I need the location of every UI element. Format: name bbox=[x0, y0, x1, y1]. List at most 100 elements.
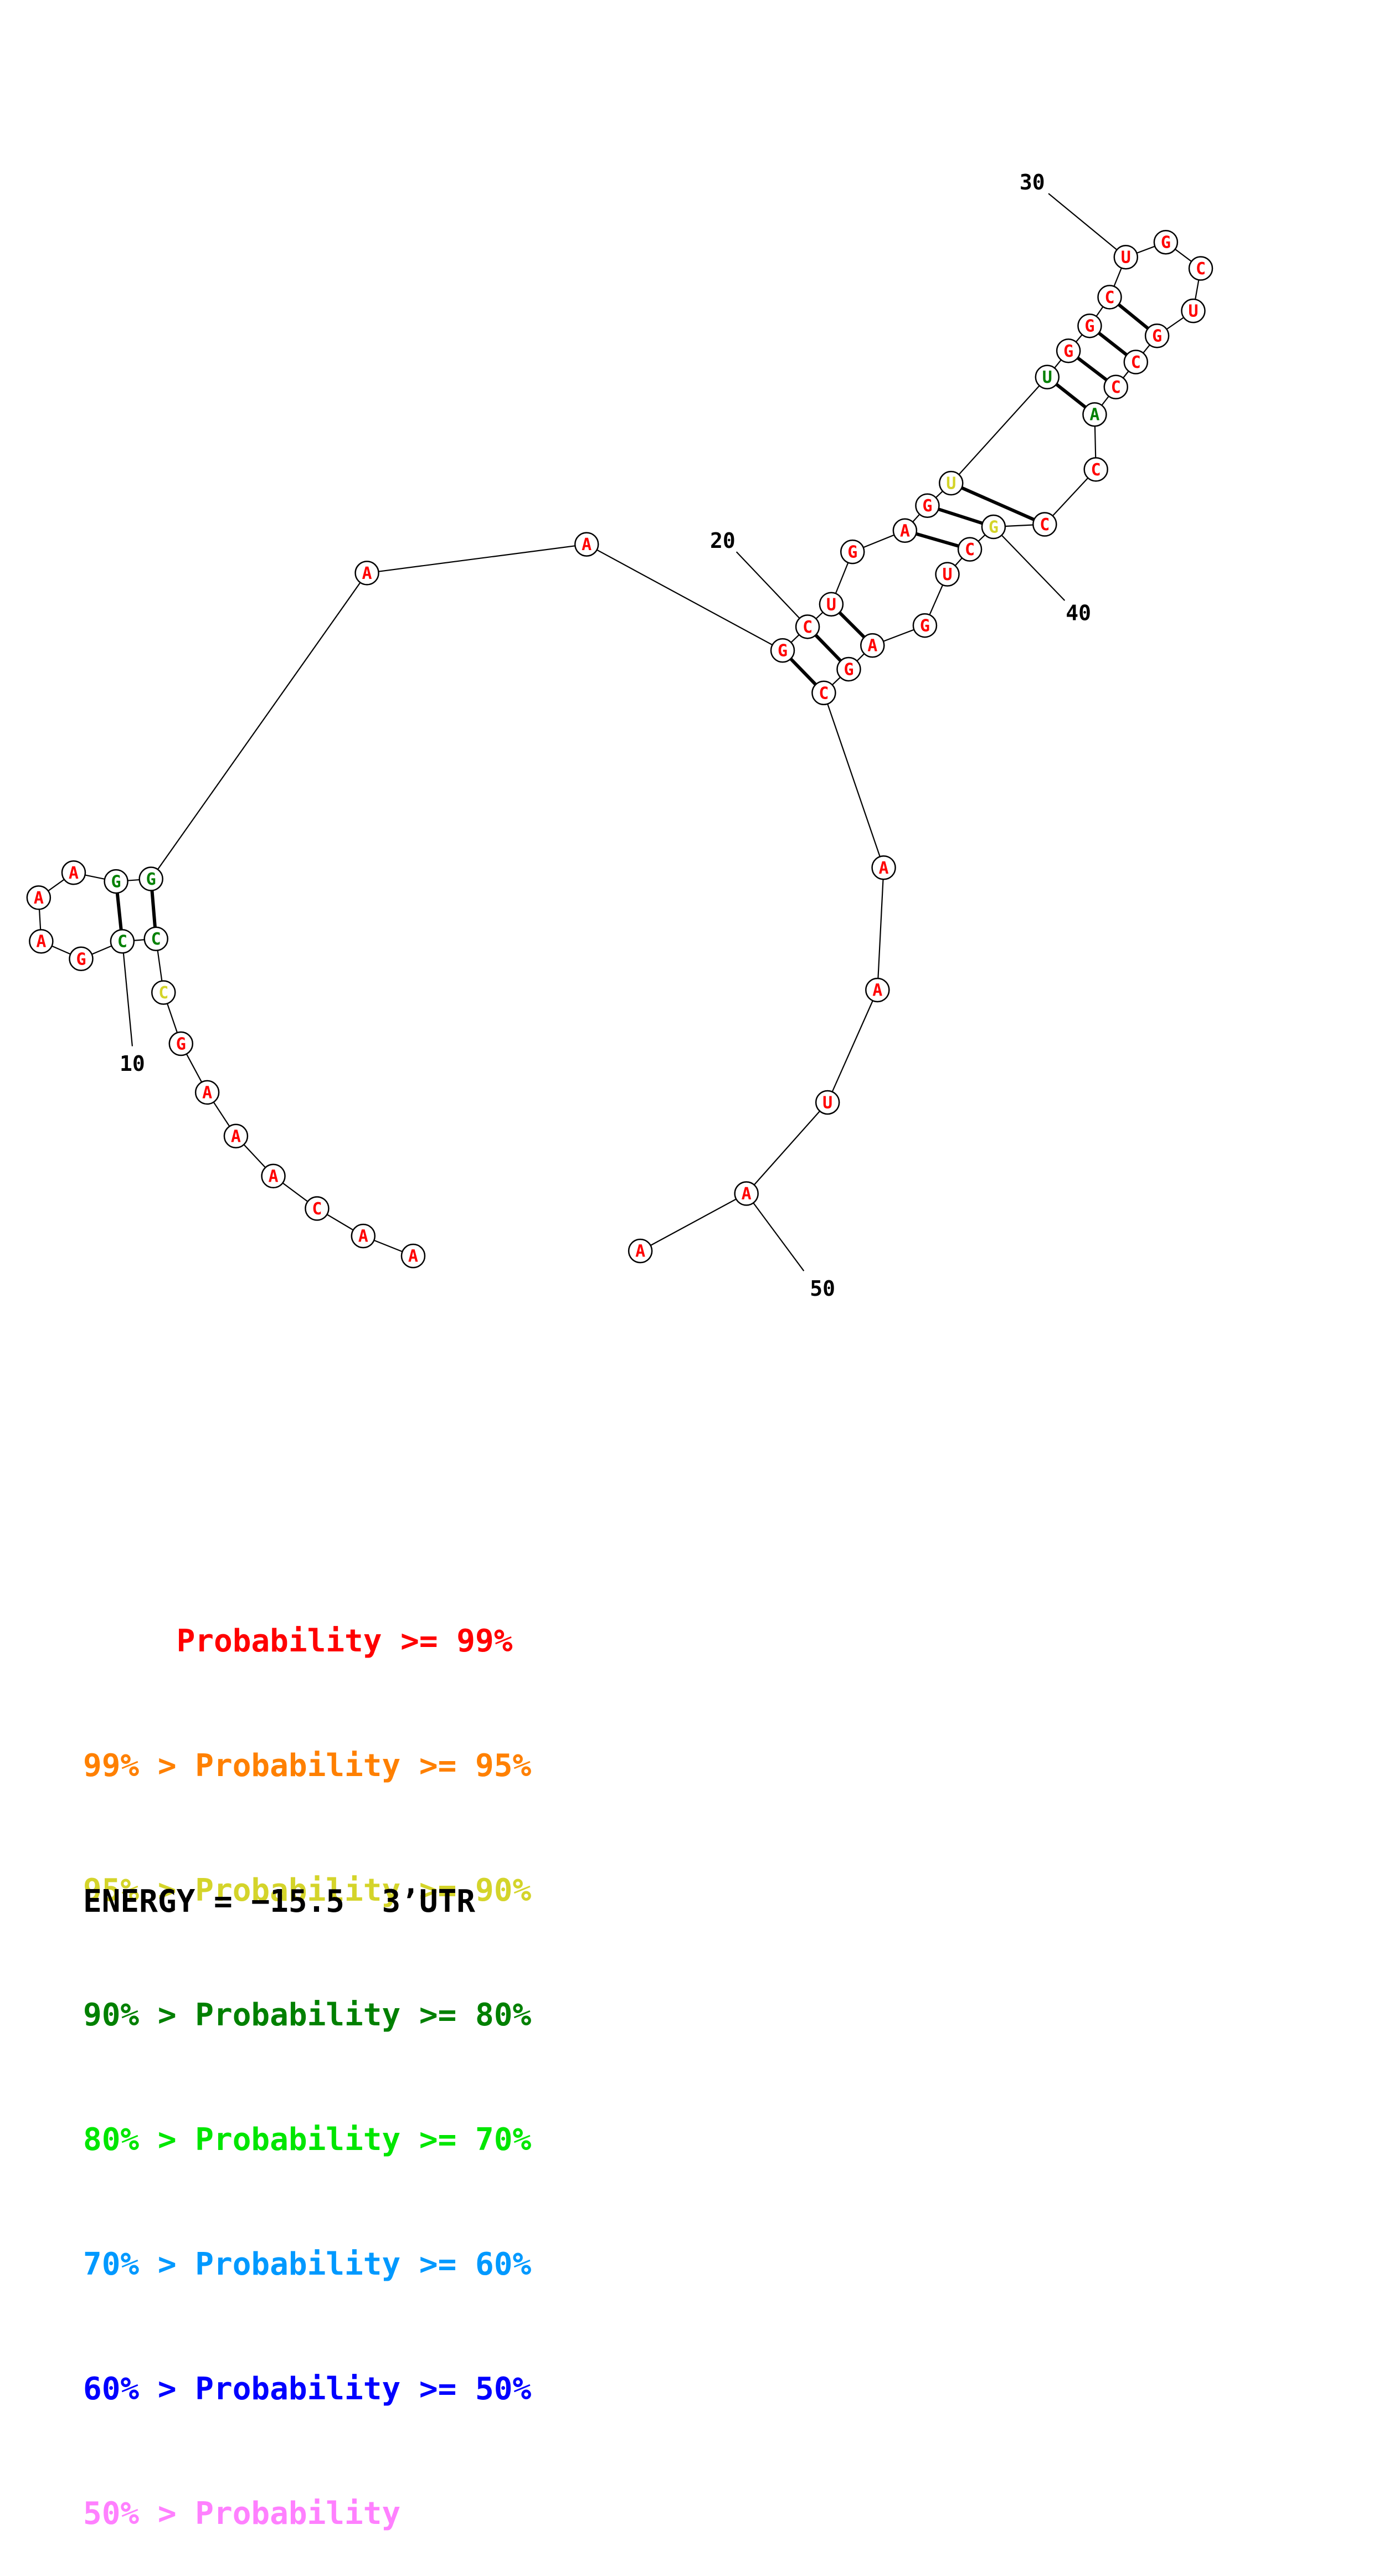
nucleotide: C bbox=[143, 926, 168, 951]
backbone-segment bbox=[950, 376, 1048, 484]
nucleotide: G bbox=[836, 656, 861, 682]
base-pair bbox=[1055, 383, 1087, 409]
nucleotide-circle bbox=[61, 860, 86, 885]
legend-row-50: 60% > Probability >= 50% bbox=[83, 2371, 532, 2407]
legend-row-90: 95% > Probability >= 90% bbox=[83, 1872, 532, 1908]
backbone-segment bbox=[586, 543, 783, 651]
position-label: 10 bbox=[120, 1051, 145, 1076]
nucleotide: U bbox=[819, 592, 844, 617]
nucleotide-circle bbox=[795, 614, 820, 639]
nucleotide-circle bbox=[981, 514, 1006, 540]
nucleotide-circle bbox=[26, 885, 52, 910]
nucleotide-letter: A bbox=[1089, 406, 1099, 425]
base-pair bbox=[150, 889, 157, 928]
nucleotide: A bbox=[865, 977, 890, 1003]
position-tick bbox=[736, 551, 808, 628]
nucleotide-circle bbox=[194, 1080, 220, 1105]
nucleotide: G bbox=[1077, 313, 1102, 338]
nucleotide-letter: G bbox=[778, 642, 788, 661]
nucleotide-letter: U bbox=[822, 1093, 832, 1112]
nucleotide-letter: G bbox=[847, 543, 857, 562]
nucleotide: G bbox=[1153, 229, 1179, 255]
nucleotide-circle bbox=[223, 1123, 249, 1149]
nucleotide-circle bbox=[770, 638, 795, 663]
nucleotide-circle bbox=[912, 613, 938, 638]
nucleotide-letter: A bbox=[900, 521, 910, 541]
nucleotide-circle bbox=[1181, 298, 1206, 324]
nucleotide: G bbox=[912, 613, 938, 638]
nucleotide: U bbox=[935, 562, 960, 587]
backbone-segment bbox=[150, 572, 368, 880]
nucleotide: A bbox=[223, 1123, 249, 1149]
backbone-segment bbox=[827, 989, 878, 1103]
nucleotide-circle bbox=[811, 680, 836, 706]
nucleotide-letter: A bbox=[362, 564, 372, 583]
base-pair bbox=[937, 507, 984, 525]
nucleotide-circle bbox=[628, 1238, 653, 1264]
nucleotide-letter: U bbox=[1188, 302, 1198, 321]
backbone-segment bbox=[823, 692, 885, 868]
nucleotide: C bbox=[957, 537, 983, 562]
nucleotide-letter: U bbox=[826, 595, 836, 614]
nucleotide-circle bbox=[1056, 338, 1081, 363]
probability-legend: Probability >= 99% 99% > Probability >= … bbox=[83, 1537, 531, 2576]
nucleotide: A bbox=[354, 561, 379, 586]
nucleotide-circle bbox=[840, 539, 865, 565]
nucleotide: A bbox=[574, 532, 599, 557]
nucleotide: C bbox=[795, 614, 820, 639]
position-tick bbox=[1048, 193, 1127, 258]
base-pair bbox=[960, 486, 1036, 521]
nucleotide: U bbox=[1035, 365, 1060, 389]
nucleotide-letter: C bbox=[1131, 353, 1141, 372]
nucleotide-letter: A bbox=[408, 1247, 418, 1266]
nucleotide: A bbox=[351, 1223, 376, 1249]
energy-footer: ENERGY = −15.5 3’UTR bbox=[83, 1884, 476, 1920]
nucleotide: G bbox=[104, 869, 128, 894]
nucleotide-letter: A bbox=[269, 1167, 279, 1186]
nucleotide: A bbox=[1082, 402, 1107, 427]
nucleotide-circle bbox=[351, 1223, 376, 1249]
legend-row-80: 90% > Probability >= 80% bbox=[83, 1997, 532, 2033]
nucleotide-circle bbox=[865, 977, 890, 1003]
backbone-segment bbox=[745, 1102, 828, 1194]
nucleotide-circle bbox=[1144, 323, 1170, 348]
base-pair bbox=[814, 634, 842, 663]
nucleotide-letter: C bbox=[312, 1199, 322, 1219]
nucleotide-letter: A bbox=[635, 1242, 645, 1261]
nucleotide: A bbox=[261, 1163, 286, 1189]
nucleotide: U bbox=[1181, 298, 1206, 324]
nucleotide-circle bbox=[915, 493, 940, 518]
nucleotide-circle bbox=[1103, 374, 1129, 399]
nucleotide-circle bbox=[104, 869, 128, 894]
legend-row-60: 70% > Probability >= 60% bbox=[83, 2246, 532, 2282]
nucleotide-letter: A bbox=[879, 859, 889, 878]
nucleotide-letter: C bbox=[117, 932, 127, 952]
nucleotide-circle bbox=[1035, 365, 1060, 389]
nucleotide-circle bbox=[939, 470, 964, 496]
nucleotide-letter: C bbox=[1040, 515, 1050, 535]
nucleotide-letter: G bbox=[176, 1035, 186, 1054]
nucleotide-letter: G bbox=[844, 660, 853, 679]
nucleotide-letter: G bbox=[1161, 233, 1171, 253]
nucleotide-letter: C bbox=[819, 684, 829, 703]
nucleotide-letter: U bbox=[1121, 248, 1131, 268]
nucleotide-letter: G bbox=[922, 496, 932, 516]
legend-row-95: 99% > Probability >= 95% bbox=[83, 1748, 532, 1784]
nucleotide-circle bbox=[1113, 244, 1139, 270]
nucleotide-letter: A bbox=[69, 864, 79, 883]
nucleotide-letter: G bbox=[76, 950, 86, 969]
nucleotide-letter: A bbox=[34, 889, 44, 908]
nucleotide-circle bbox=[69, 946, 94, 972]
nucleotide-circle bbox=[143, 926, 168, 951]
backbone-segment bbox=[1044, 469, 1097, 525]
nucleotide-letter: C bbox=[1196, 259, 1206, 279]
position-label: 40 bbox=[1066, 601, 1091, 625]
nucleotide-letter: A bbox=[358, 1227, 368, 1246]
nucleotide-circle bbox=[400, 1243, 426, 1269]
position-tick bbox=[121, 941, 133, 1046]
nucleotide-letter: C bbox=[1111, 378, 1121, 397]
nucleotide-circle bbox=[110, 928, 135, 954]
nucleotide: G bbox=[1056, 338, 1081, 363]
position-tick bbox=[745, 1193, 805, 1271]
